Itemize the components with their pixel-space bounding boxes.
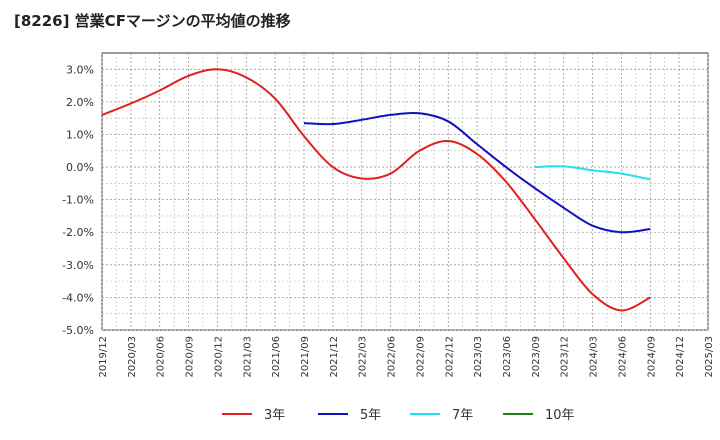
x-tick-label: 2020/12 <box>213 336 224 378</box>
chart-title: [8226] 営業CFマージンの平均値の推移 <box>14 12 291 30</box>
series-line-5年 <box>303 111 651 234</box>
y-tick-label: -3.0% <box>62 259 94 272</box>
legend-label: 5年 <box>360 408 381 423</box>
x-tick-label: 2022/09 <box>415 336 426 378</box>
series-line-3年 <box>101 68 651 312</box>
y-tick-label: -2.0% <box>62 226 94 239</box>
series-line-7年 <box>534 165 651 181</box>
y-tick-label: -5.0% <box>62 324 94 337</box>
legend-label: 3年 <box>264 408 285 423</box>
x-tick-label: 2020/09 <box>185 336 196 378</box>
x-tick-label: 2021/09 <box>300 336 311 378</box>
x-tick-label: 2020/06 <box>156 336 167 378</box>
y-tick-label: 1.0% <box>66 128 94 141</box>
x-tick-label: 2021/12 <box>329 336 340 378</box>
x-tick-label: 2024/12 <box>675 336 686 378</box>
x-tick-label: 2019/12 <box>98 336 109 378</box>
x-tick-label: 2024/06 <box>617 336 628 378</box>
x-tick-label: 2021/06 <box>271 336 282 378</box>
x-tick-label: 2025/03 <box>704 336 715 378</box>
y-tick-label: 2.0% <box>66 96 94 109</box>
y-tick-label: 3.0% <box>66 63 94 76</box>
y-tick-label: -4.0% <box>62 291 94 304</box>
x-tick-label: 2022/12 <box>444 336 455 378</box>
x-tick-label: 2023/12 <box>560 336 571 378</box>
y-tick-label: -1.0% <box>62 194 94 207</box>
x-tick-label: 2023/03 <box>473 336 484 378</box>
legend-label: 7年 <box>452 408 473 423</box>
x-tick-label: 2023/06 <box>502 336 513 378</box>
x-tick-label: 2024/09 <box>646 336 657 378</box>
x-tick-label: 2020/03 <box>127 336 138 378</box>
legend-label: 10年 <box>545 408 575 423</box>
x-tick-label: 2022/06 <box>387 336 398 378</box>
x-tick-label: 2023/09 <box>531 336 542 378</box>
x-tick-label: 2022/03 <box>358 336 369 378</box>
plot-area <box>101 52 709 331</box>
x-tick-label: 2024/03 <box>589 336 600 378</box>
y-tick-label: 0.0% <box>66 161 94 174</box>
x-tick-label: 2021/03 <box>242 336 253 378</box>
